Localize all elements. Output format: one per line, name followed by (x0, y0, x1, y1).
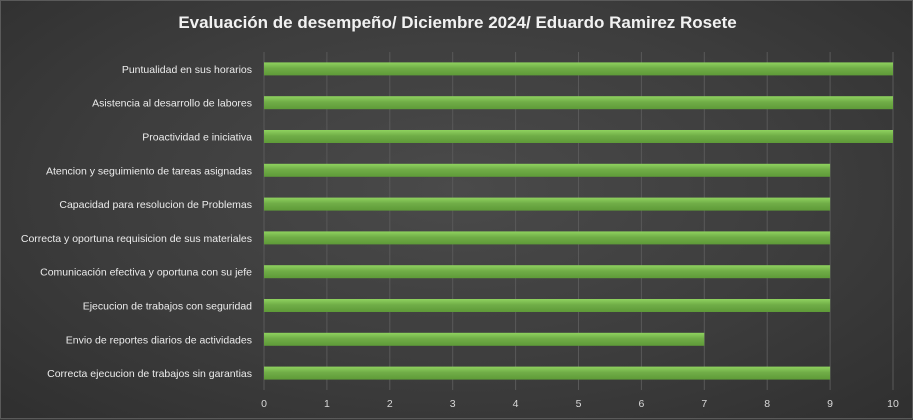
bar (264, 366, 831, 380)
category-labels: Puntualidad en sus horarios Asistencia al… (21, 64, 252, 380)
category-label: Asistencia al desarrollo de labores (92, 98, 252, 110)
category-label: Correcta y oportuna requisicion de sus m… (21, 233, 252, 245)
x-tick-label: 0 (261, 398, 267, 410)
bar (264, 96, 893, 110)
bar (264, 197, 831, 211)
bars (264, 62, 893, 380)
category-label: Correcta ejecucion de trabajos sin garan… (47, 368, 252, 380)
x-tick-label: 1 (324, 398, 330, 410)
x-tick-label: 6 (638, 398, 644, 410)
bar (264, 130, 893, 143)
x-tick-label: 7 (701, 398, 707, 410)
chart-title: Evaluación de desempeño/ Diciembre 2024/… (178, 13, 737, 32)
x-tick-label: 10 (887, 398, 899, 410)
bar (264, 62, 893, 76)
category-label: Envio de reportes diarios de actividades (66, 334, 252, 346)
bar (264, 265, 831, 279)
x-tick-label: 5 (576, 398, 582, 410)
x-axis-tick-labels: 0 1 2 3 4 5 6 7 8 9 10 (261, 398, 899, 410)
x-tick-label: 4 (513, 398, 519, 410)
category-label: Puntualidad en sus horarios (122, 64, 252, 76)
bar (264, 332, 705, 346)
bar (264, 299, 831, 312)
x-tick-label: 8 (764, 398, 770, 410)
x-tick-label: 9 (827, 398, 833, 410)
category-label: Proactividad e iniciativa (142, 132, 252, 144)
category-label: Capacidad para resolucion de Problemas (59, 199, 252, 211)
bar (264, 231, 831, 245)
x-tick-label: 2 (387, 398, 393, 410)
bar (264, 163, 831, 177)
category-label: Ejecucion de trabajos con seguridad (83, 301, 252, 313)
category-label: Atencion y seguimiento de tareas asignad… (46, 165, 252, 177)
x-tick-label: 3 (450, 398, 456, 410)
category-label: Comunicación efectiva y oportuna con su … (40, 267, 252, 279)
